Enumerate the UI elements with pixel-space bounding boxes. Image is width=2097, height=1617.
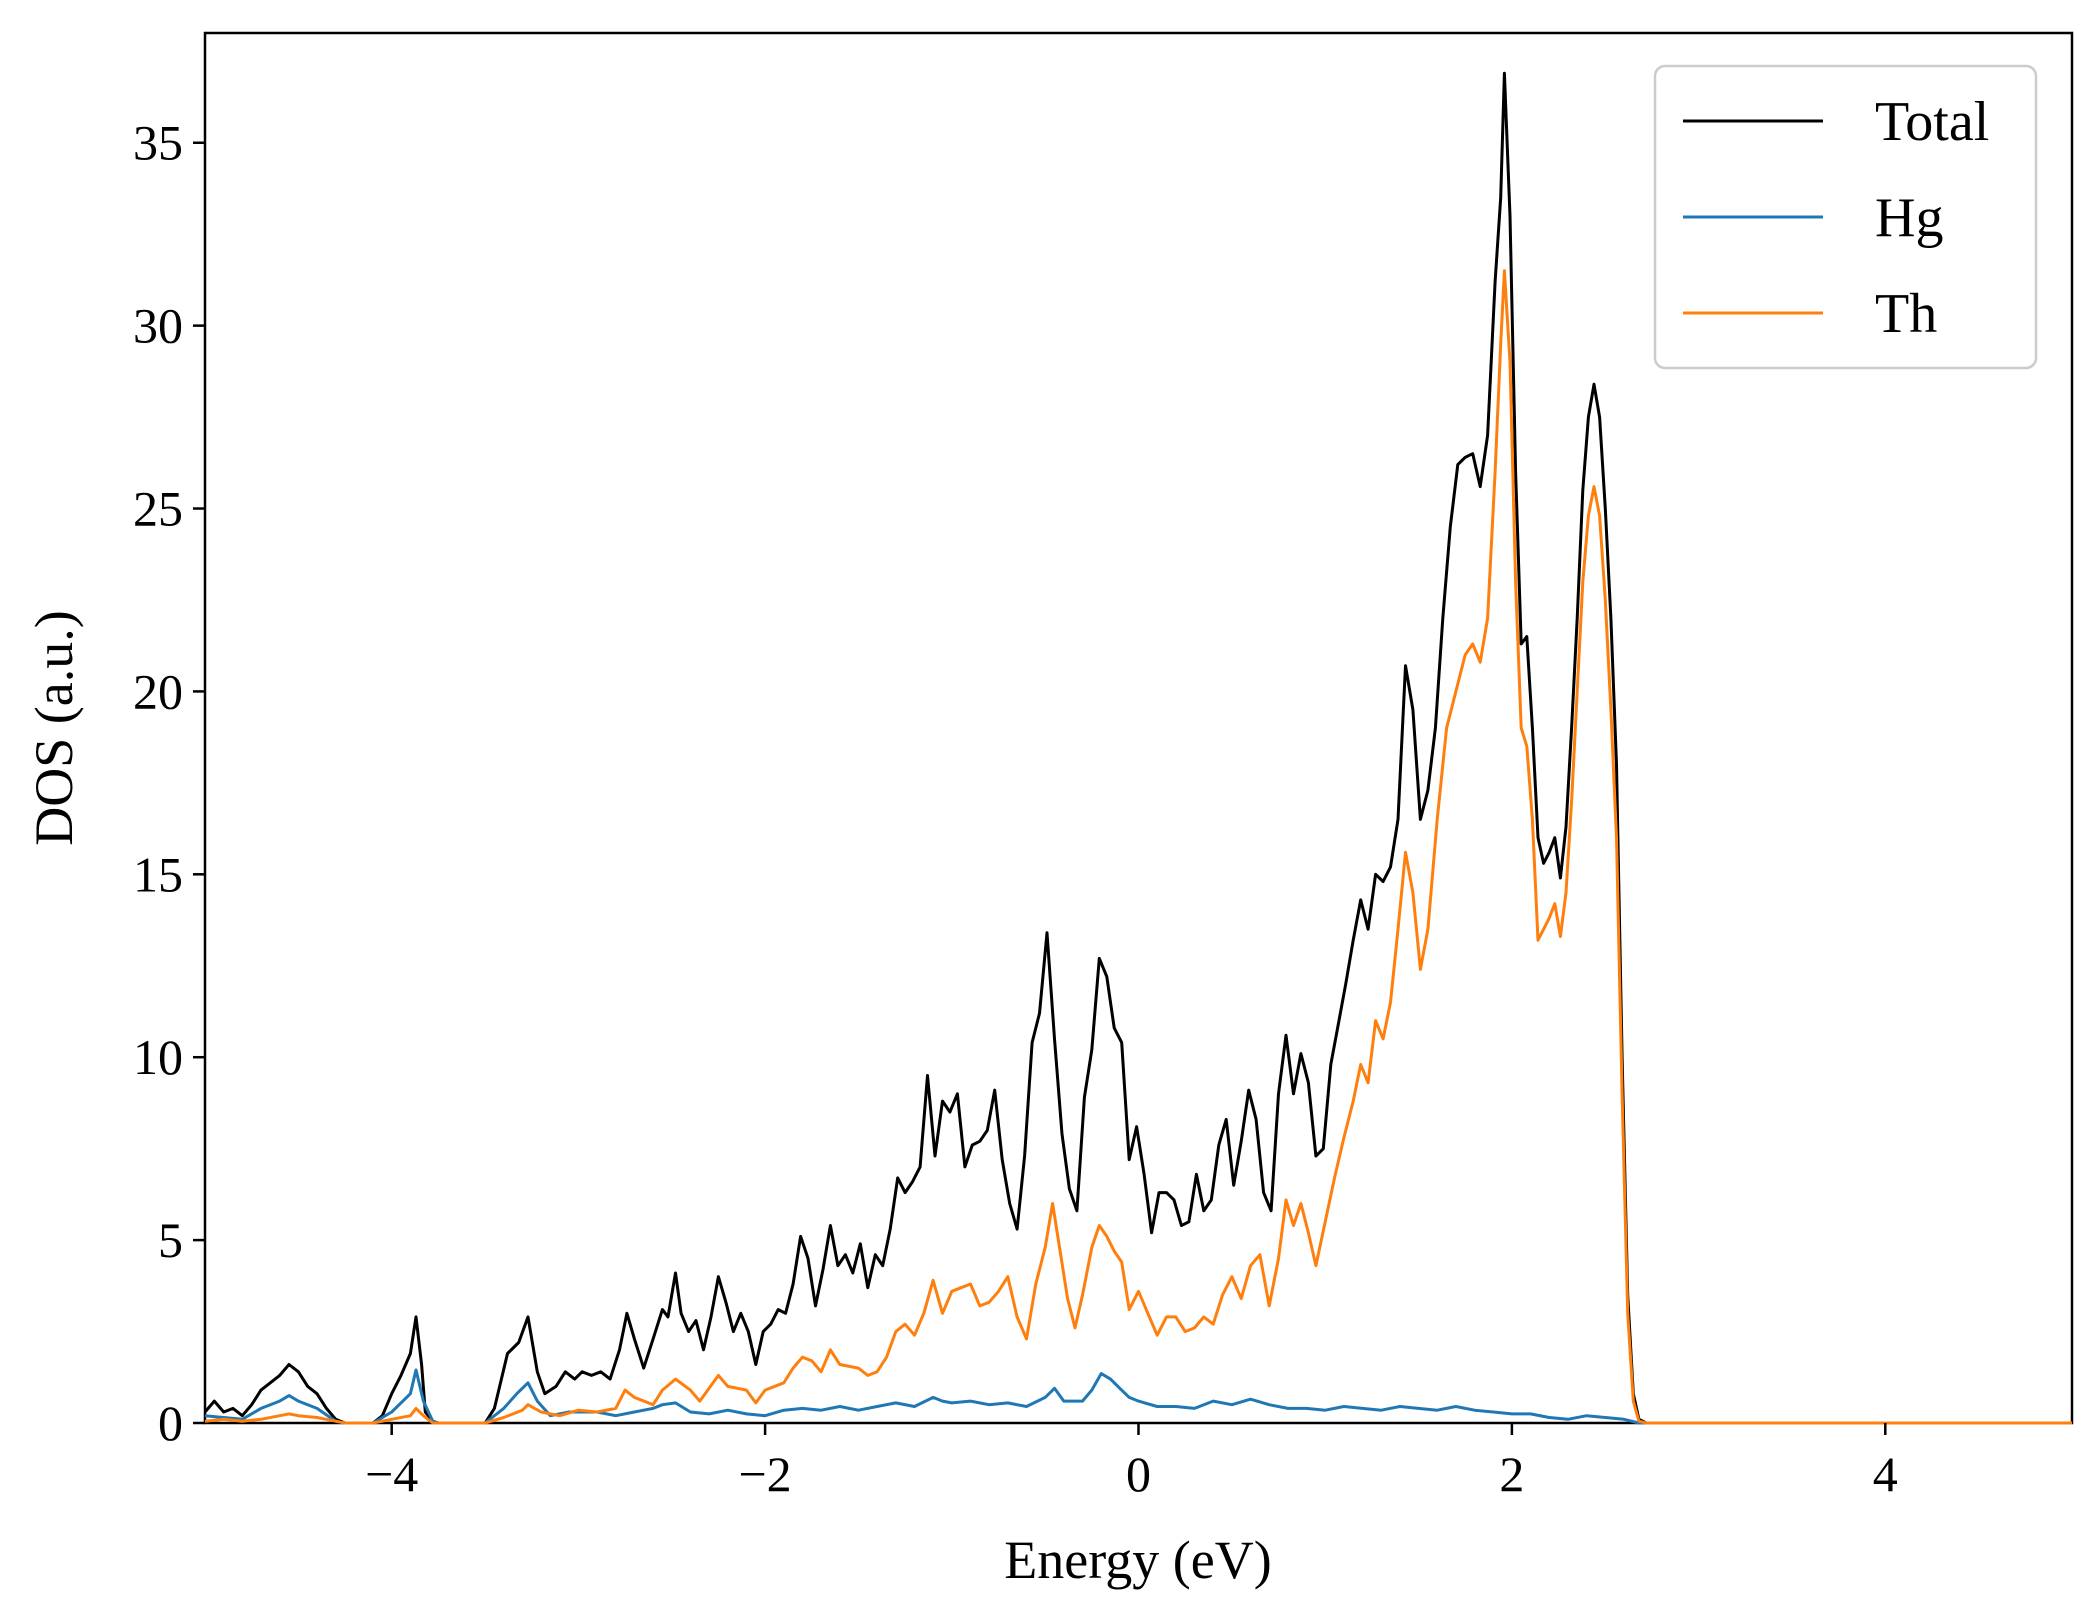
y-axis-label: DOS (a.u.) [24, 610, 84, 845]
y-axis: 0 5 10 15 20 25 30 35 [133, 115, 205, 1451]
x-axis: −4 −2 0 2 4 [365, 1423, 1898, 1502]
legend-box [1653, 64, 2038, 370]
x-tick-label: 0 [1126, 1446, 1151, 1502]
y-tick-label: 25 [133, 481, 183, 537]
y-tick-label: 10 [133, 1029, 183, 1085]
y-tick-label: 20 [133, 663, 183, 719]
legend-label-hg: Hg [1875, 187, 1943, 249]
y-tick-label: 35 [133, 115, 183, 171]
y-tick-label: 5 [158, 1212, 183, 1268]
x-tick-label: −2 [738, 1446, 791, 1502]
legend-label-total: Total [1875, 91, 1989, 153]
series-line-total [203, 71, 2072, 1425]
x-tick-label: 4 [1873, 1446, 1898, 1502]
y-tick-label: 15 [133, 846, 183, 902]
x-tick-label: −4 [365, 1446, 418, 1502]
series-line-hg [204, 1368, 2072, 1425]
series-line-th [204, 269, 2072, 1425]
series-layer [203, 71, 2072, 1425]
legend: Total Hg Th [1653, 64, 2038, 370]
x-axis-label: Energy (eV) [1004, 1530, 1271, 1590]
x-tick-label: 2 [1499, 1446, 1524, 1502]
y-tick-label: 30 [133, 298, 183, 354]
y-tick-label: 0 [158, 1395, 183, 1451]
legend-label-th: Th [1875, 283, 1937, 345]
